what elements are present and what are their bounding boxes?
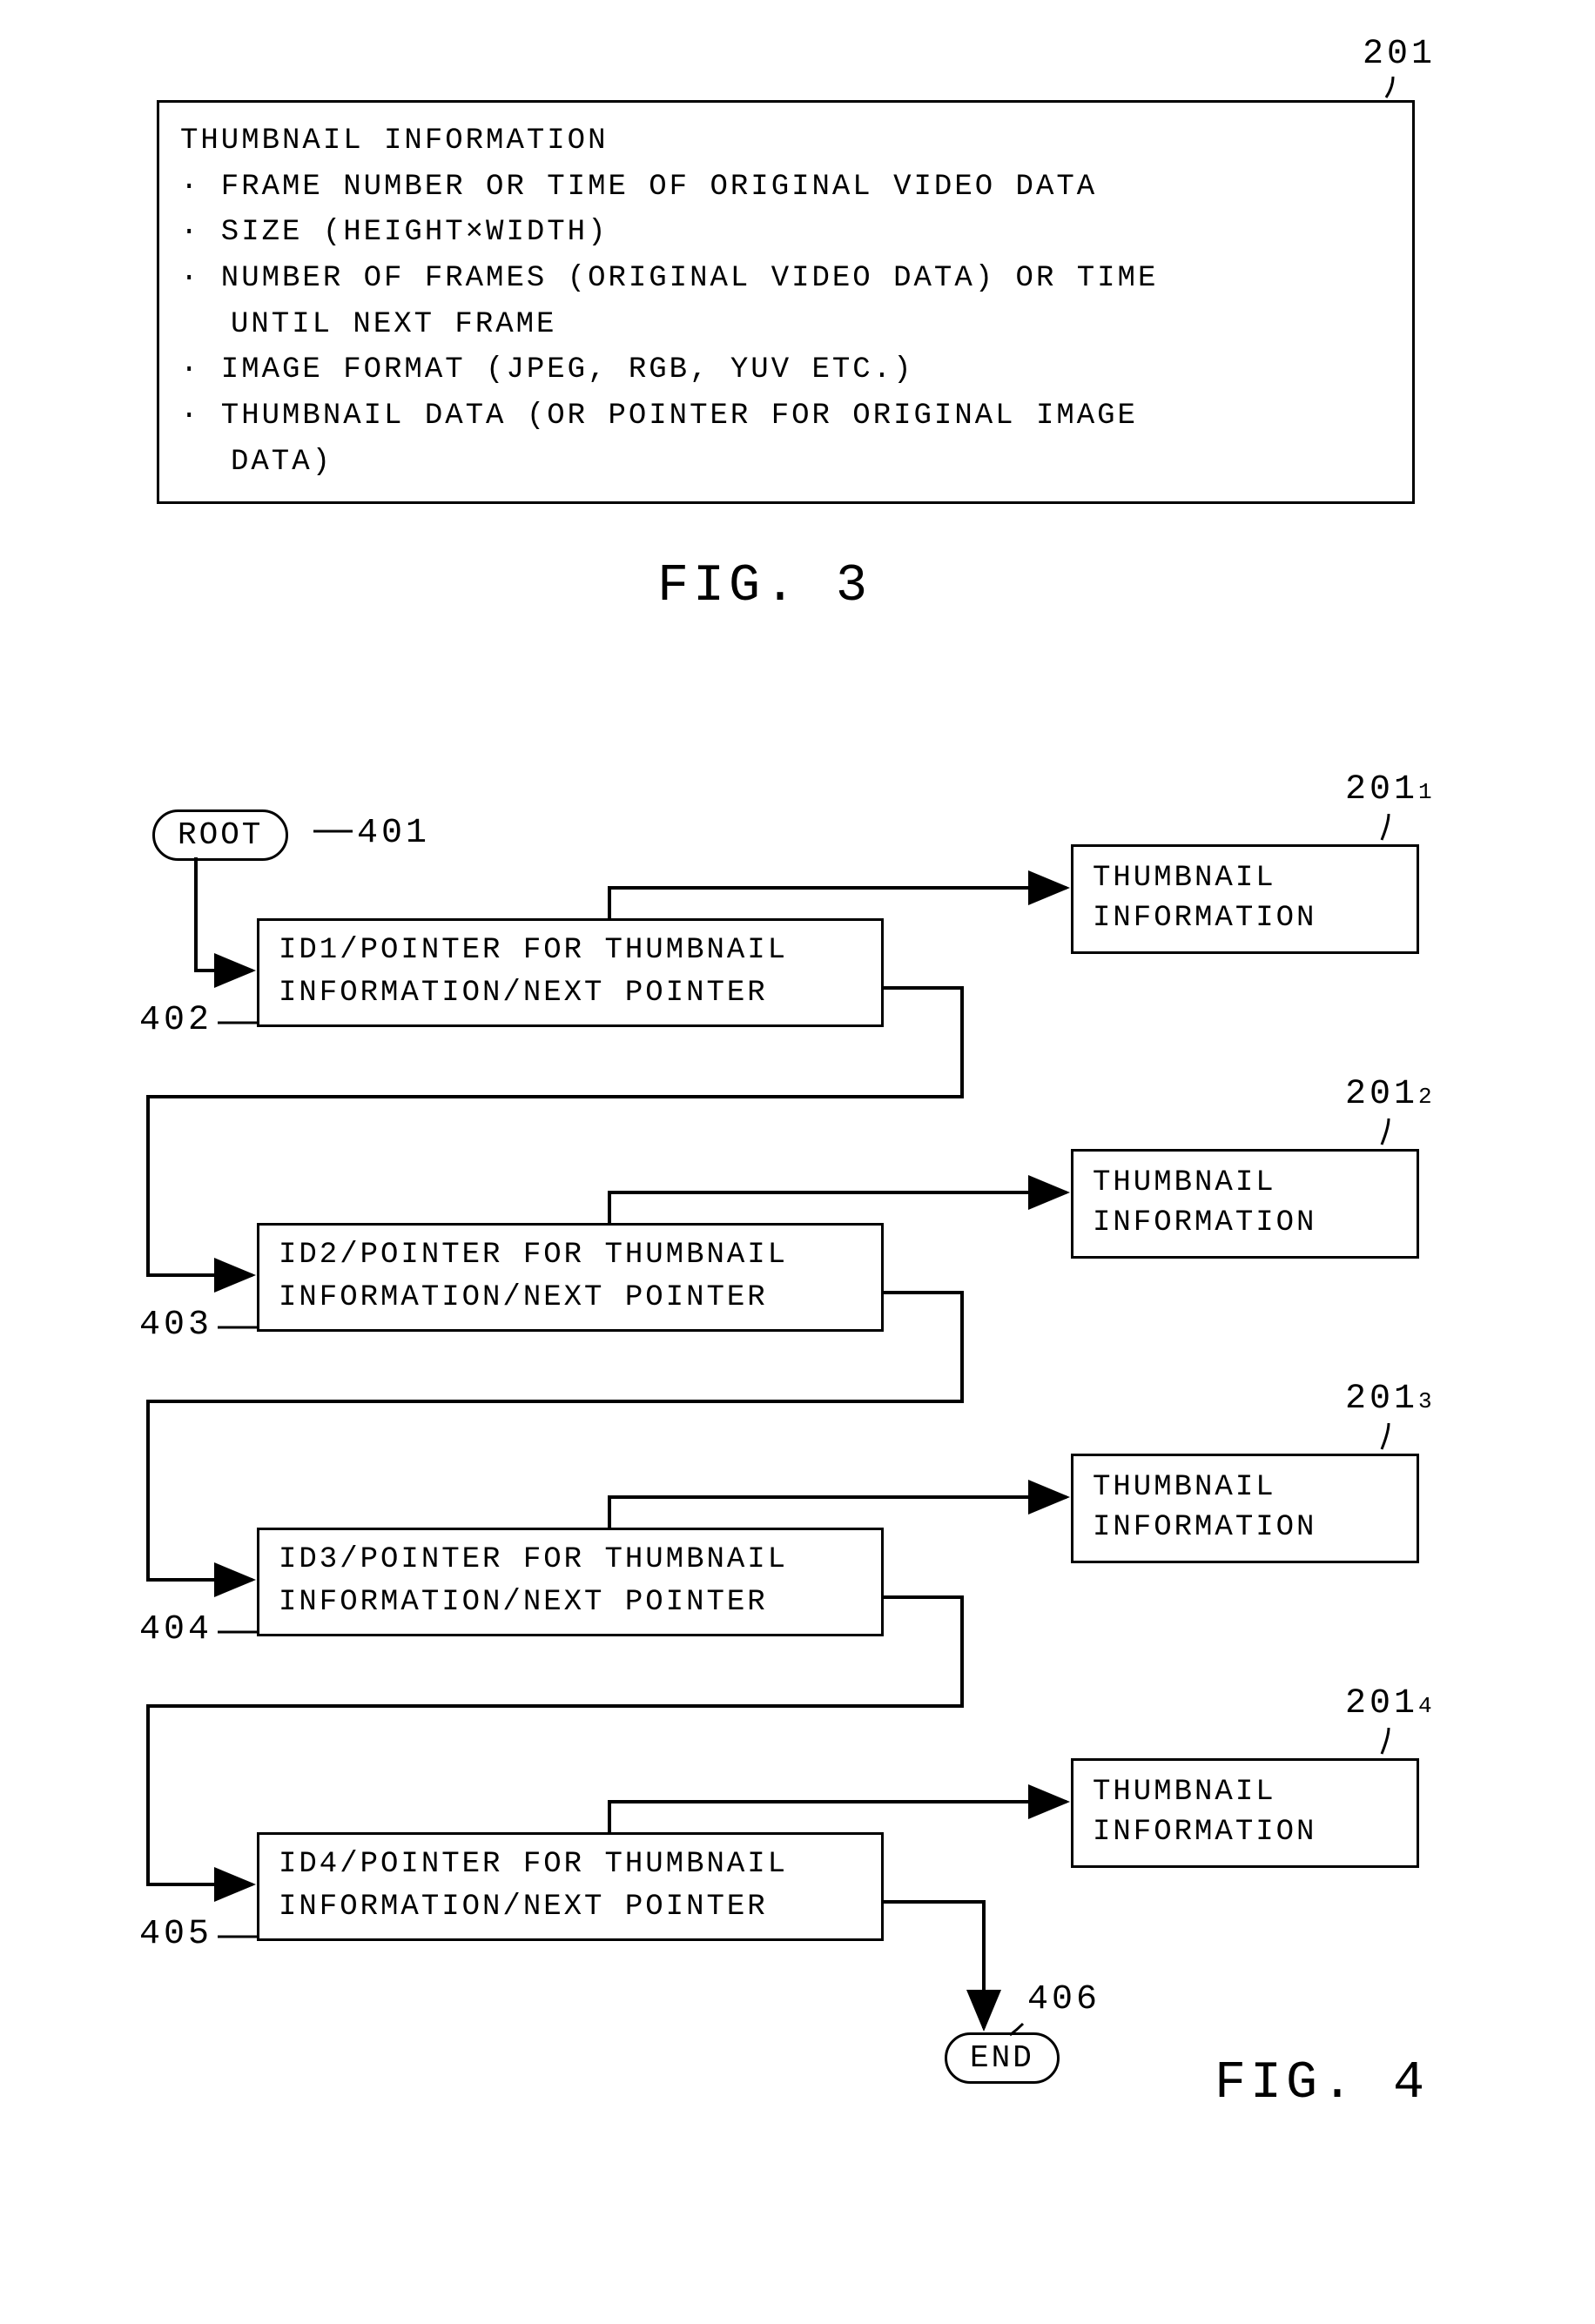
node-1: ID1/POINTER FOR THUMBNAIL INFORMATION/NE…	[257, 918, 884, 1027]
ref-404: 404	[139, 1610, 212, 1649]
fig4-caption: FIG. 4	[1215, 2054, 1429, 2113]
node-3-line1: ID3/POINTER FOR THUMBNAIL	[279, 1539, 862, 1582]
thumb-info-3: THUMBNAIL INFORMATION	[1071, 1454, 1419, 1563]
diagram-canvas: 201 THUMBNAIL INFORMATION · FRAME NUMBER…	[0, 0, 1595, 2324]
node-2: ID2/POINTER FOR THUMBNAIL INFORMATION/NE…	[257, 1223, 884, 1332]
ref-2013-num: 201	[1345, 1380, 1418, 1419]
end-node: END	[945, 2032, 1060, 2084]
bullet-4: · IMAGE FORMAT (JPEG, RGB, YUV ETC.)	[180, 347, 1391, 393]
ref-403: 403	[139, 1306, 212, 1345]
ref-201: 201	[1363, 35, 1436, 74]
thumb4-l2: INFORMATION	[1093, 1813, 1397, 1853]
fig3-caption: FIG. 3	[657, 557, 872, 616]
ref-2011-num: 201	[1345, 770, 1418, 809]
bullet-1: · FRAME NUMBER OR TIME OF ORIGINAL VIDEO…	[180, 165, 1391, 211]
ref-405: 405	[139, 1915, 212, 1954]
ref-2013-sub: 3	[1418, 1388, 1434, 1414]
ref-2012-num: 201	[1345, 1075, 1418, 1114]
ref-401: 401	[357, 814, 430, 853]
node-4-line1: ID4/POINTER FOR THUMBNAIL	[279, 1844, 862, 1886]
thumb-info-4: THUMBNAIL INFORMATION	[1071, 1758, 1419, 1868]
thumb2-l2: INFORMATION	[1093, 1204, 1397, 1244]
node-3: ID3/POINTER FOR THUMBNAIL INFORMATION/NE…	[257, 1528, 884, 1636]
bullet-3b: UNTIL NEXT FRAME	[231, 302, 1391, 348]
node-2-line1: ID2/POINTER FOR THUMBNAIL	[279, 1234, 862, 1277]
thumb2-l1: THUMBNAIL	[1093, 1164, 1397, 1204]
thumb4-l1: THUMBNAIL	[1093, 1773, 1397, 1813]
bullet-2: · SIZE (HEIGHT×WIDTH)	[180, 210, 1391, 256]
ref-406: 406	[1027, 1980, 1100, 2019]
ref-2013: 2013	[1345, 1380, 1434, 1419]
node-2-line2: INFORMATION/NEXT POINTER	[279, 1277, 862, 1320]
node-1-line1: ID1/POINTER FOR THUMBNAIL	[279, 930, 862, 972]
thumb1-l1: THUMBNAIL	[1093, 859, 1397, 899]
ref-2014: 2014	[1345, 1684, 1434, 1723]
node-3-line2: INFORMATION/NEXT POINTER	[279, 1582, 862, 1624]
bullet-5b: DATA)	[231, 440, 1391, 486]
ref-2011: 2011	[1345, 770, 1434, 809]
box-title: THUMBNAIL INFORMATION	[180, 118, 1391, 165]
node-1-line2: INFORMATION/NEXT POINTER	[279, 972, 862, 1015]
thumb-info-2: THUMBNAIL INFORMATION	[1071, 1149, 1419, 1259]
thumbnail-info-box: THUMBNAIL INFORMATION · FRAME NUMBER OR …	[157, 100, 1415, 504]
bullet-5a: · THUMBNAIL DATA (OR POINTER FOR ORIGINA…	[180, 393, 1391, 440]
node-4-line2: INFORMATION/NEXT POINTER	[279, 1886, 862, 1929]
bullet-3a: · NUMBER OF FRAMES (ORIGINAL VIDEO DATA)…	[180, 256, 1391, 302]
node-4: ID4/POINTER FOR THUMBNAIL INFORMATION/NE…	[257, 1832, 884, 1941]
thumb3-l2: INFORMATION	[1093, 1508, 1397, 1548]
ref-2014-sub: 4	[1418, 1693, 1434, 1719]
thumb1-l2: INFORMATION	[1093, 899, 1397, 939]
ref-2014-num: 201	[1345, 1684, 1418, 1723]
thumb-info-1: THUMBNAIL INFORMATION	[1071, 844, 1419, 954]
ref-2012: 2012	[1345, 1075, 1434, 1114]
root-node: ROOT	[152, 809, 288, 861]
ref-402: 402	[139, 1001, 212, 1040]
ref-2011-sub: 1	[1418, 779, 1434, 805]
ref-2012-sub: 2	[1418, 1084, 1434, 1110]
thumb3-l1: THUMBNAIL	[1093, 1468, 1397, 1508]
